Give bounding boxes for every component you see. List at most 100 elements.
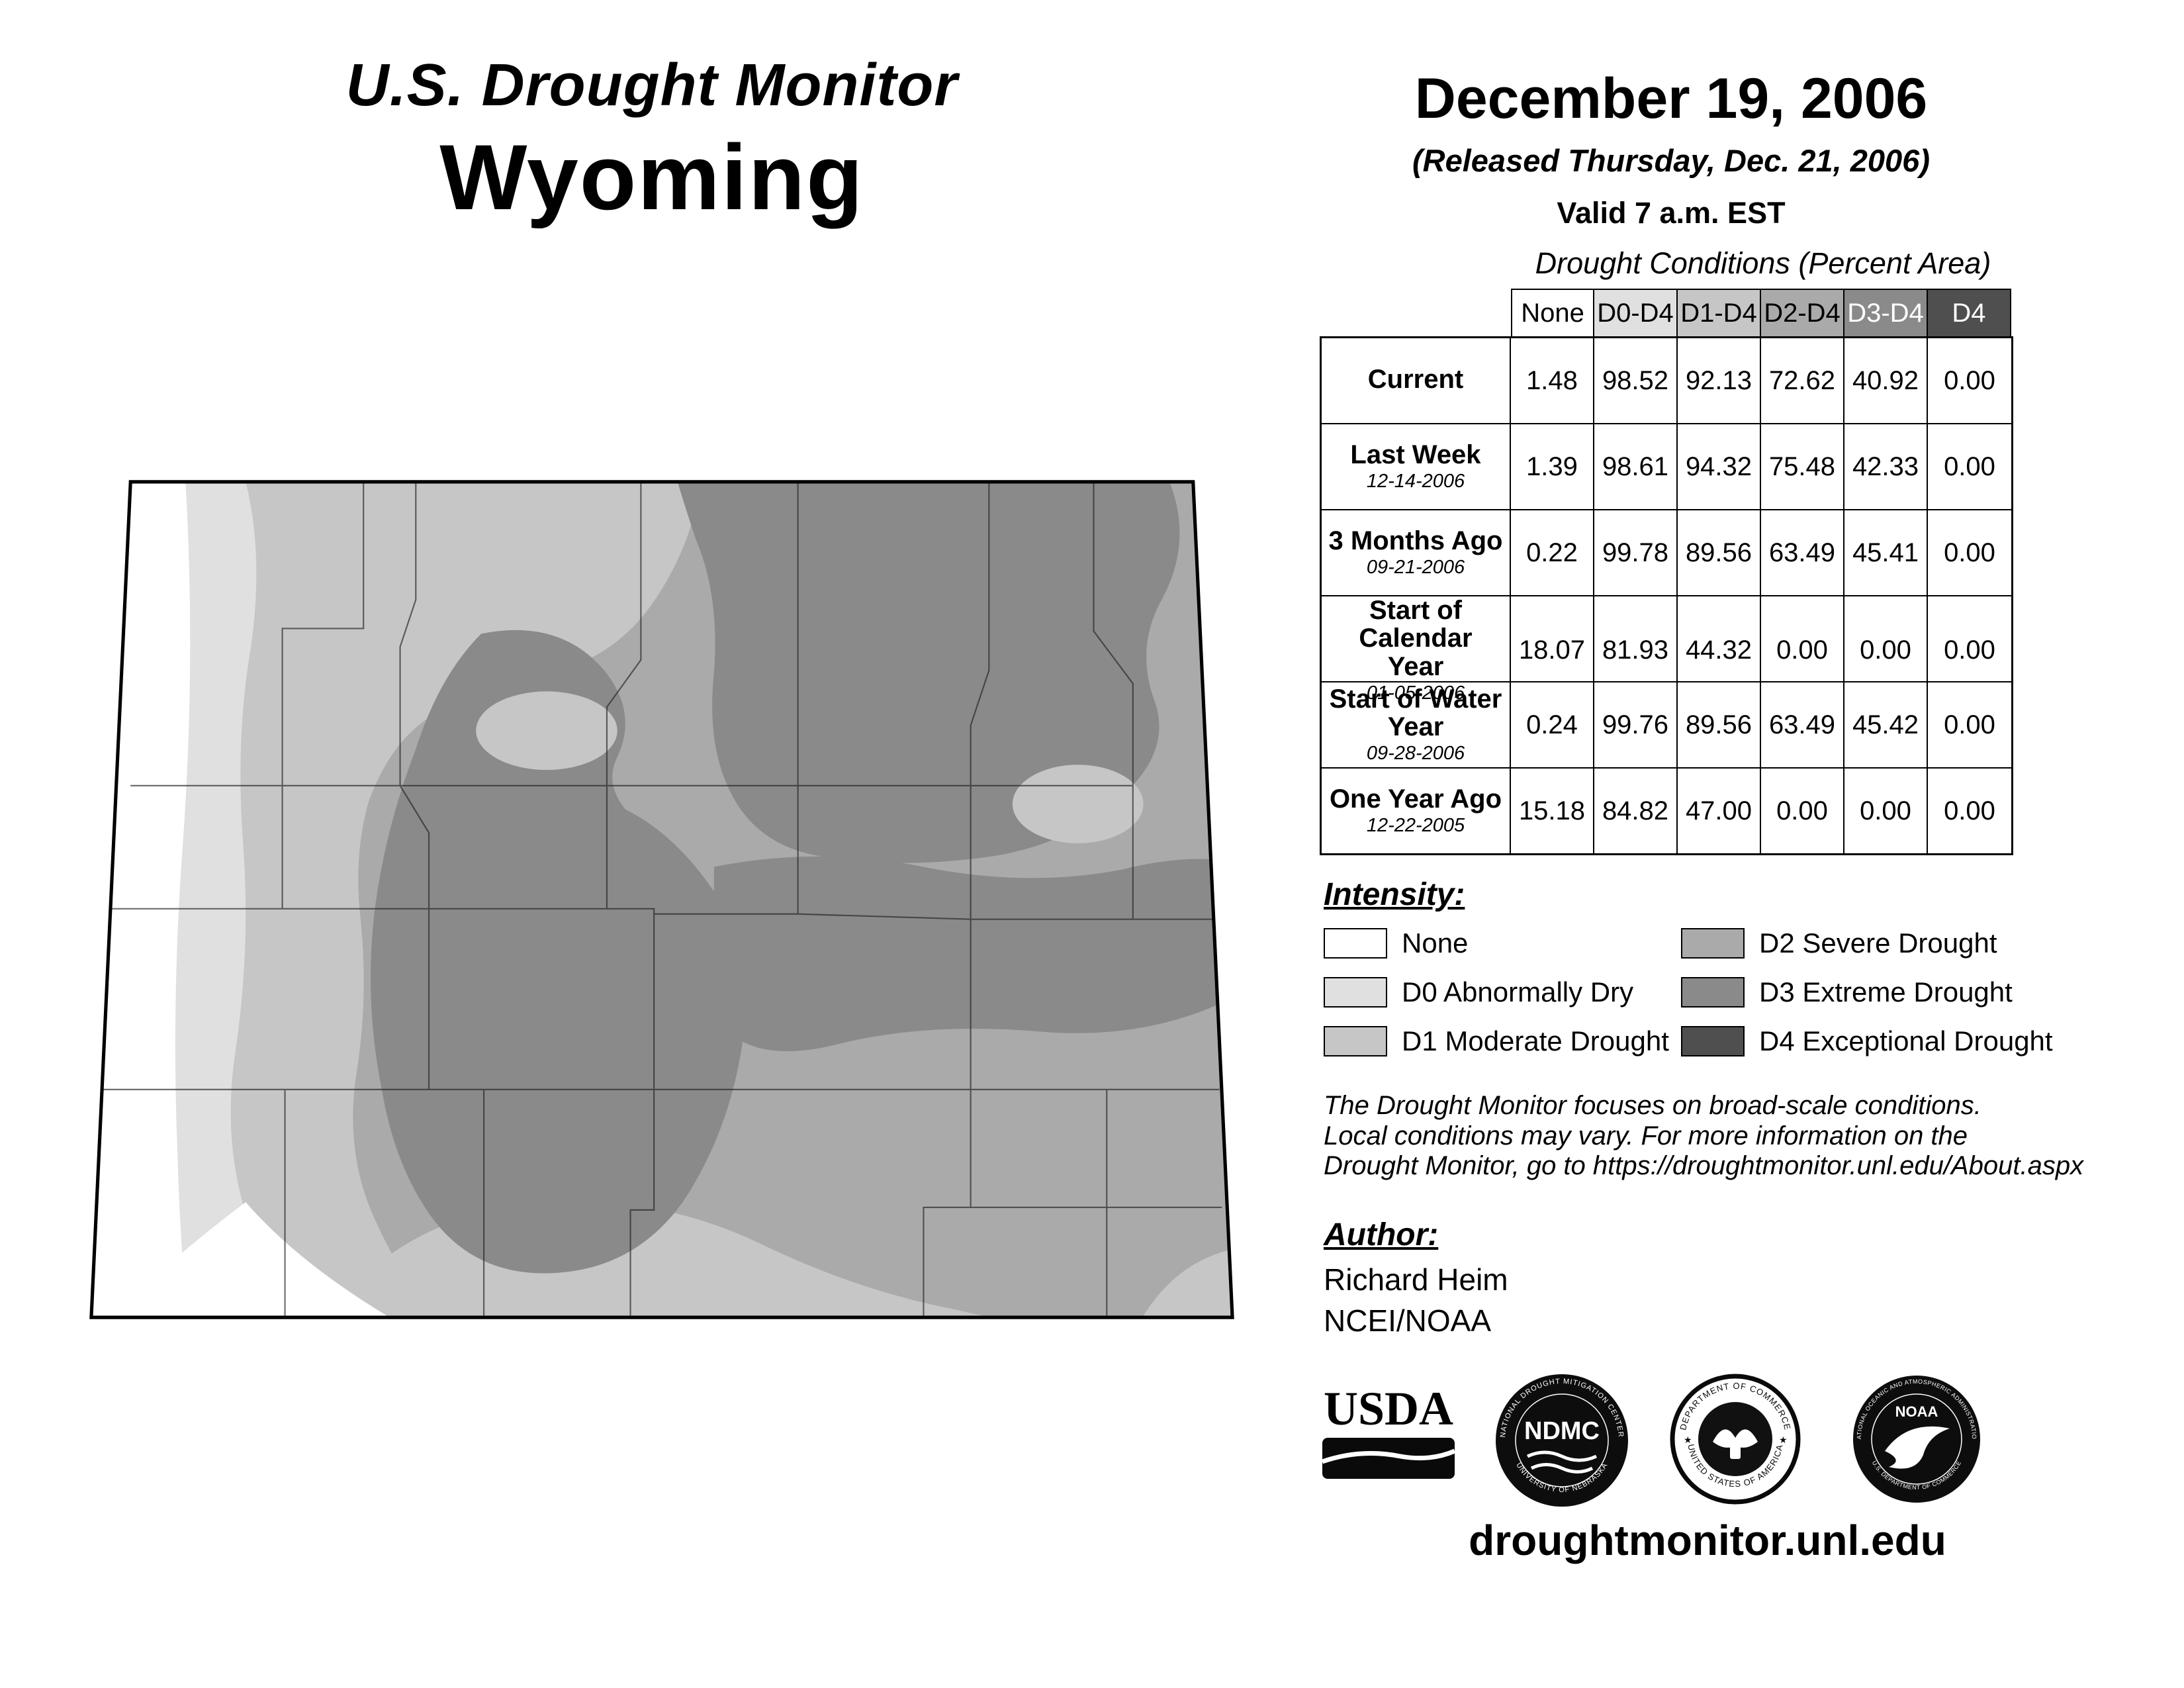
state-outline: [89, 480, 1234, 1319]
table-cell: 0.22: [1511, 510, 1594, 595]
table-cell: 92.13: [1678, 338, 1761, 423]
table-row: Start of Water Year 09-28-2006 0.24 99.7…: [1322, 682, 2011, 769]
table-cell: 40.92: [1844, 338, 1928, 423]
table-cell: 0.00: [1944, 710, 1995, 739]
table-row: Start of Calendar Year 01-05-2006 18.07 …: [1322, 596, 2011, 705]
drought-table-header: None D0-D4 D1-D4 D2-D4 D3-D4 D4: [1320, 289, 2011, 336]
table-cell: 0.00: [1944, 635, 1995, 665]
author-heading: Author:: [1324, 1217, 1439, 1252]
table-row: Current 1.48 98.52 92.13 72.62 40.92 0.0…: [1322, 338, 2011, 424]
column-header-d0d4: D0-D4: [1594, 289, 1678, 336]
report-date: December 19, 2006: [1414, 67, 1928, 130]
table-cell: 47.00: [1678, 769, 1761, 853]
legend-swatch-d0: [1324, 977, 1387, 1008]
table-title: Drought Conditions (Percent Area): [1535, 246, 1991, 280]
legend-swatch-d2: [1681, 928, 1745, 959]
table-cell: 89.56: [1678, 682, 1761, 767]
footer-url: droughtmonitor.unl.edu: [1469, 1517, 1946, 1564]
table-cell: 72.62: [1761, 338, 1844, 423]
table-cell: 1.39: [1511, 424, 1594, 509]
legend-title: Intensity:: [1324, 877, 1465, 912]
doc-shield: [1730, 1444, 1741, 1459]
table-cell: 75.48: [1761, 424, 1844, 509]
column-header-none: None: [1511, 289, 1594, 336]
legend-swatch-d1: [1324, 1026, 1387, 1056]
map-region-d1-se: [1140, 1249, 1233, 1318]
map-region-d3-east: [713, 856, 1233, 1052]
noaa-logo: NATIONAL OCEANIC AND ATMOSPHERIC ADMINIS…: [1850, 1373, 1980, 1503]
author-org: NCEI/NOAA: [1324, 1303, 1492, 1338]
row-label: Last Week 12-14-2006: [1322, 424, 1511, 509]
legend-swatch-d3: [1681, 977, 1745, 1008]
doc-star: ★: [1779, 1434, 1788, 1445]
svg-text:USDA: USDA: [1324, 1383, 1453, 1435]
table-cell: 81.93: [1594, 596, 1678, 705]
map-region-none-sw: [91, 1202, 390, 1318]
map-region-d3-central: [371, 630, 747, 1274]
svg-text:NOAA: NOAA: [1895, 1403, 1938, 1420]
noaa-bird: [1885, 1426, 1950, 1469]
doc-star: ★: [1684, 1434, 1692, 1445]
row-label: One Year Ago 12-22-2005: [1322, 769, 1511, 853]
column-header-d4: D4: [1928, 289, 2011, 336]
table-cell: 1.48: [1511, 338, 1594, 423]
region-name: Wyoming: [439, 125, 864, 229]
table-cell: 84.82: [1594, 769, 1678, 853]
usda-swoosh: [1321, 1448, 1456, 1464]
table-corner-cell: [1320, 289, 1511, 336]
table-row: One Year Ago 12-22-2005 15.18 84.82 47.0…: [1322, 769, 2011, 853]
table-cell: 89.56: [1678, 510, 1761, 595]
table-cell: 98.61: [1594, 424, 1678, 509]
row-label: 3 Months Ago 09-21-2006: [1322, 510, 1511, 595]
wyoming-drought-map: [89, 480, 1234, 1319]
legend-item-none: None: [1324, 919, 1669, 968]
table-cell: 15.18: [1511, 769, 1594, 853]
table-cell: 0.00: [1761, 596, 1844, 705]
table-cell: 98.52: [1594, 338, 1678, 423]
ndmc-logo: NATIONAL DROUGHT MITIGATION CENTER UNIVE…: [1496, 1374, 1628, 1507]
table-cell: 0.00: [1944, 796, 1995, 825]
table-cell: 0.00: [1944, 538, 1995, 567]
legend-swatch-d4: [1681, 1026, 1745, 1056]
legend-item-d2: D2 Severe Drought: [1681, 919, 2053, 968]
svg-text:NDMC: NDMC: [1524, 1417, 1600, 1445]
map-region-none-west: [91, 481, 191, 1318]
legend-swatch-none: [1324, 928, 1387, 959]
doc-eagle-emblem: [1713, 1429, 1758, 1448]
table-cell: 0.24: [1511, 682, 1594, 767]
drought-table: Current 1.48 98.52 92.13 72.62 40.92 0.0…: [1320, 336, 2013, 855]
usda-logo: USDA: [1321, 1383, 1456, 1479]
table-cell: 94.32: [1678, 424, 1761, 509]
table-row: 3 Months Ago 09-21-2006 0.22 99.78 89.56…: [1322, 510, 2011, 596]
map-region-d1-basin: [476, 691, 617, 771]
legend-column-left: None D0 Abnormally Dry D1 Moderate Droug…: [1324, 919, 1669, 1066]
table-cell: 63.49: [1761, 682, 1844, 767]
table-cell: 0.00: [1844, 596, 1928, 705]
legend-item-d1: D1 Moderate Drought: [1324, 1017, 1669, 1066]
legend-item-d0: D0 Abnormally Dry: [1324, 968, 1669, 1017]
table-cell: 44.32: [1678, 596, 1761, 705]
report-title: U.S. Drought Monitor: [345, 52, 958, 118]
table-cell: 45.42: [1844, 682, 1928, 767]
table-cell: 0.00: [1761, 769, 1844, 853]
county-boundaries: [101, 481, 1222, 1318]
table-cell: 0.00: [1844, 769, 1928, 853]
row-label: Current: [1322, 338, 1511, 423]
legend-item-d3: D3 Extreme Drought: [1681, 968, 2053, 1017]
report-header-left: U.S. Drought Monitor Wyoming: [152, 52, 1152, 231]
table-cell: 63.49: [1761, 510, 1844, 595]
legend-column-right: D2 Severe Drought D3 Extreme Drought D4 …: [1681, 919, 2053, 1066]
valid-time: Valid 7 a.m. EST: [1557, 196, 1786, 230]
table-cell: 42.33: [1844, 424, 1928, 509]
table-row: Last Week 12-14-2006 1.39 98.61 94.32 75…: [1322, 424, 2011, 510]
doc-logo: DEPARTMENT OF COMMERCE UNITED STATES OF …: [1670, 1374, 1801, 1505]
table-cell: 99.76: [1594, 682, 1678, 767]
column-header-d2d4: D2-D4: [1761, 289, 1844, 336]
table-cell: 0.00: [1944, 365, 1995, 395]
ndmc-wave: [1530, 1463, 1594, 1474]
row-label: Start of Water Year 09-28-2006: [1322, 682, 1511, 767]
table-cell: 18.07: [1511, 596, 1594, 705]
usda-bar: [1322, 1438, 1455, 1479]
release-date: (Released Thursday, Dec. 21, 2006): [1412, 143, 1930, 178]
table-cell: 0.00: [1944, 451, 1995, 481]
